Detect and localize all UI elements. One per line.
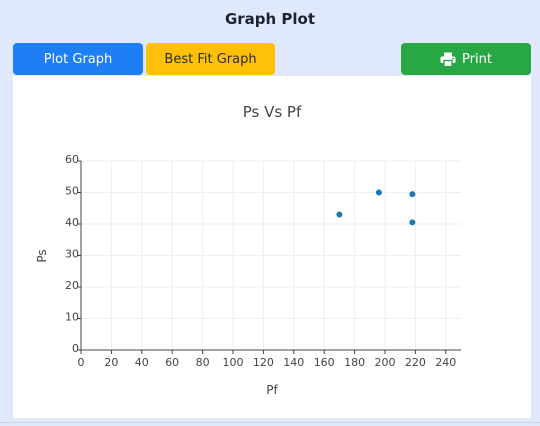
- printer-icon: [440, 52, 456, 67]
- y-tick-label: 0: [72, 342, 79, 355]
- chart-points: [336, 189, 416, 226]
- chart-grid: [81, 160, 461, 350]
- x-tick-label: 240: [435, 356, 456, 369]
- x-tick-label: 20: [104, 356, 118, 369]
- page-title: Graph Plot: [224, 10, 316, 28]
- print-button[interactable]: Print: [401, 43, 531, 75]
- print-label: Print: [462, 51, 492, 67]
- data-point: [409, 191, 416, 198]
- x-tick-label: 0: [78, 356, 85, 369]
- best-fit-graph-label: Best Fit Graph: [164, 51, 257, 67]
- plot-graph-label: Plot Graph: [43, 51, 113, 67]
- x-tick-label: 40: [135, 356, 149, 369]
- x-tick-label: 100: [223, 356, 244, 369]
- plot-graph-button[interactable]: Plot Graph: [13, 43, 143, 75]
- x-tick-label: 80: [196, 356, 210, 369]
- x-tick-label: 120: [253, 356, 274, 369]
- y-tick-label: 40: [65, 216, 79, 229]
- x-tick-label: 220: [405, 356, 426, 369]
- x-axis-label: Pf: [266, 383, 278, 397]
- x-tick-label: 200: [375, 356, 396, 369]
- chart-ticks: 0 20 40 60 80 100 120 140 160 180 200 220 240 0 10 20 30…: [65, 153, 456, 369]
- data-point: [375, 189, 382, 196]
- y-tick-label: 50: [65, 185, 79, 198]
- data-point: [336, 211, 343, 218]
- best-fit-graph-button[interactable]: Best Fit Graph: [146, 43, 275, 75]
- scatter-chart: Ps Vs Pf 0 20 40 60 80 100 120 140 160 180 200 220 2…: [35, 103, 461, 397]
- x-tick-label: 60: [165, 356, 179, 369]
- chart-title: Ps Vs Pf: [243, 103, 302, 121]
- x-tick-label: 140: [283, 356, 304, 369]
- bottom-divider: [0, 422, 540, 423]
- y-axis-label: Ps: [35, 249, 49, 262]
- data-point: [409, 219, 416, 226]
- chart-panel: Ps Vs Pf 0 20 40 60 80 100 120 140 160 180 200 220 2…: [13, 76, 531, 418]
- y-tick-label: 30: [65, 248, 79, 261]
- x-tick-label: 160: [314, 356, 335, 369]
- y-tick-label: 10: [65, 311, 79, 324]
- y-tick-label: 20: [65, 279, 79, 292]
- x-tick-label: 180: [344, 356, 365, 369]
- y-tick-label: 60: [65, 153, 79, 166]
